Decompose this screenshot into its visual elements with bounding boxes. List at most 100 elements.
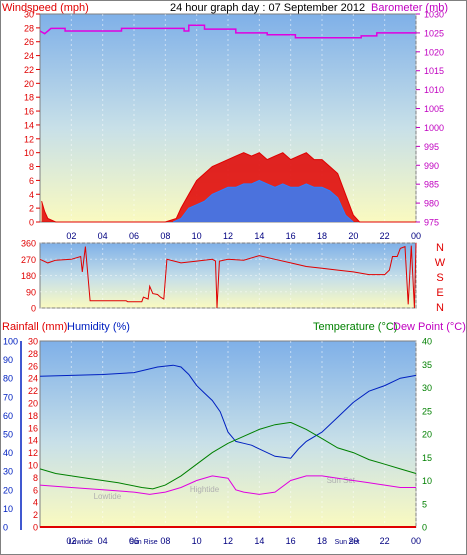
wind-x-tick-label: 02 [66, 231, 76, 241]
temperature-axis-label: Temperature (°C) [313, 321, 397, 333]
event-bottom-label: Sun Rise [129, 539, 158, 546]
event-bottom-label: Lowtide [69, 539, 93, 546]
temperature-axis: 0 5 10 15 20 25 30 35 40 [422, 337, 432, 533]
humidity-axis-label: Humidity (%) [67, 321, 130, 333]
windspeed-avg-line [172, 179, 354, 223]
wind-tick-label: 22 [24, 65, 34, 75]
graph-title: 24 hour graph day : 07 September 2012 [170, 2, 365, 14]
temperature-tick-label: 15 [422, 453, 432, 463]
wind-tick-label: 28 [24, 23, 34, 33]
temp-x-tick-label: 20 [348, 536, 358, 546]
barometer-axis-label: Barometer (mb) [371, 2, 448, 14]
barometer-tick-label: 1000 [424, 123, 444, 133]
temp-x-tick-label: 22 [380, 536, 390, 546]
barometer-tick-label: 1025 [424, 28, 444, 38]
barometer-tick-label: 1020 [424, 47, 444, 57]
windspeed-gust-line [41, 152, 416, 223]
direction-tick-label: 270 [21, 255, 36, 265]
wind-x-tick-label: 10 [192, 231, 202, 241]
rainfall-tick-label: 16 [28, 423, 38, 433]
rainfall-tick-label: 2 [33, 510, 38, 520]
compass-label: W [435, 257, 446, 269]
humidity-tick-label: 40 [3, 448, 13, 458]
temp-bottom-labels: Lowtide Sun Rise Sun Set [69, 539, 360, 546]
temp-series [39, 364, 417, 528]
humidity-tick-label: 50 [3, 430, 13, 440]
temp-x-tick-label: 10 [192, 536, 202, 546]
wind-tick-label: 20 [24, 79, 34, 89]
temp-x-tick-label: 08 [160, 536, 170, 546]
temperature-tick-label: 25 [422, 406, 432, 416]
wind-x-tick-label: 04 [98, 231, 108, 241]
wind-tick-label: 4 [29, 190, 34, 200]
wind-x-tick-label: 16 [286, 231, 296, 241]
wind-tick-label: 26 [24, 37, 34, 47]
wind-tick-label: 6 [29, 176, 34, 186]
wind-tick-label: 24 [24, 51, 34, 61]
wind-x-tick-label: 20 [348, 231, 358, 241]
wind-tick-label: 16 [24, 107, 34, 117]
wind-x-tick-label: 12 [223, 231, 233, 241]
rainfall-tick-label: 28 [28, 349, 38, 359]
barometer-tick-label: 1005 [424, 104, 444, 114]
dewpoint-line [39, 475, 416, 495]
temperature-line [39, 421, 417, 490]
rainfall-tick-label: 20 [28, 399, 38, 409]
wind-x-tick-label: 08 [160, 231, 170, 241]
rainfall-tick-label: 4 [33, 498, 38, 508]
temp-x-axis: 02 04 06 08 10 12 14 16 18 20 22 00 [66, 536, 421, 546]
wind-x-tick-label: 22 [380, 231, 390, 241]
windspeed-avg-line-fill [173, 180, 354, 222]
humidity-tick-label: 30 [3, 467, 13, 477]
barometer-tick-label: 985 [424, 180, 439, 190]
wind-tick-label: 30 [24, 10, 34, 20]
temp-x-tick-label: 12 [223, 536, 233, 546]
temp-x-tick-label: 02 [66, 536, 76, 546]
compass-label: S [436, 272, 443, 284]
humidity-tick-label: 70 [3, 392, 13, 402]
compass-label: N [436, 302, 444, 314]
wind-x-tick-label: 06 [129, 231, 139, 241]
barometer-tick-label: 980 [424, 199, 439, 209]
rainfall-axis-label: Rainfall (mm) [2, 321, 67, 333]
direction-tick-label: 90 [26, 287, 36, 297]
rainfall-tick-label: 30 [28, 337, 38, 347]
temperature-tick-label: 5 [422, 499, 427, 509]
humidity-line [39, 364, 417, 459]
temperature-tick-label: 40 [422, 337, 432, 347]
wind-tick-label: 12 [24, 134, 34, 144]
temperature-tick-label: 30 [422, 383, 432, 393]
temperature-tick-label: 10 [422, 476, 432, 486]
barometer-tick-label: 990 [424, 161, 439, 171]
wind-x-tick-label: 00 [411, 231, 421, 241]
barometer-tick-label: 995 [424, 142, 439, 152]
temp-x-tick-label: 16 [286, 536, 296, 546]
direction-tick-label: 0 [31, 304, 36, 314]
humidity-tick-label: 10 [3, 504, 13, 514]
rainfall-tick-label: 24 [28, 374, 38, 384]
wind-x-tick-label: 18 [317, 231, 327, 241]
temp-x-tick-label: 18 [317, 536, 327, 546]
wind-tick-label: 18 [24, 93, 34, 103]
direction-series [39, 242, 417, 309]
compass-label: N [436, 242, 444, 254]
wind-x-axis: 02 04 06 08 10 12 14 16 18 20 22 00 [66, 231, 421, 241]
tide-annotation: Sun Set [327, 476, 356, 485]
humidity-tick-label: 0 [3, 523, 8, 533]
humidity-tick-label: 90 [3, 355, 13, 365]
temp-grid [70, 341, 417, 527]
direction-left-axis: 0 90 180 270 360 [21, 239, 36, 314]
tide-sun-annotations: Lowtide Hightide Sun Set [94, 476, 356, 501]
barometer-tick-label: 1010 [424, 85, 444, 95]
temp-x-tick-label: 00 [411, 536, 421, 546]
barometer-tick-label: 1030 [424, 10, 444, 20]
temp-x-tick-label: 04 [98, 536, 108, 546]
temp-x-tick-label: 14 [254, 536, 264, 546]
wind-tick-label: 8 [29, 162, 34, 172]
event-bottom-label: Sun Set [335, 539, 360, 546]
rainfall-tick-label: 14 [28, 436, 38, 446]
rainfall-tick-label: 6 [33, 485, 38, 495]
